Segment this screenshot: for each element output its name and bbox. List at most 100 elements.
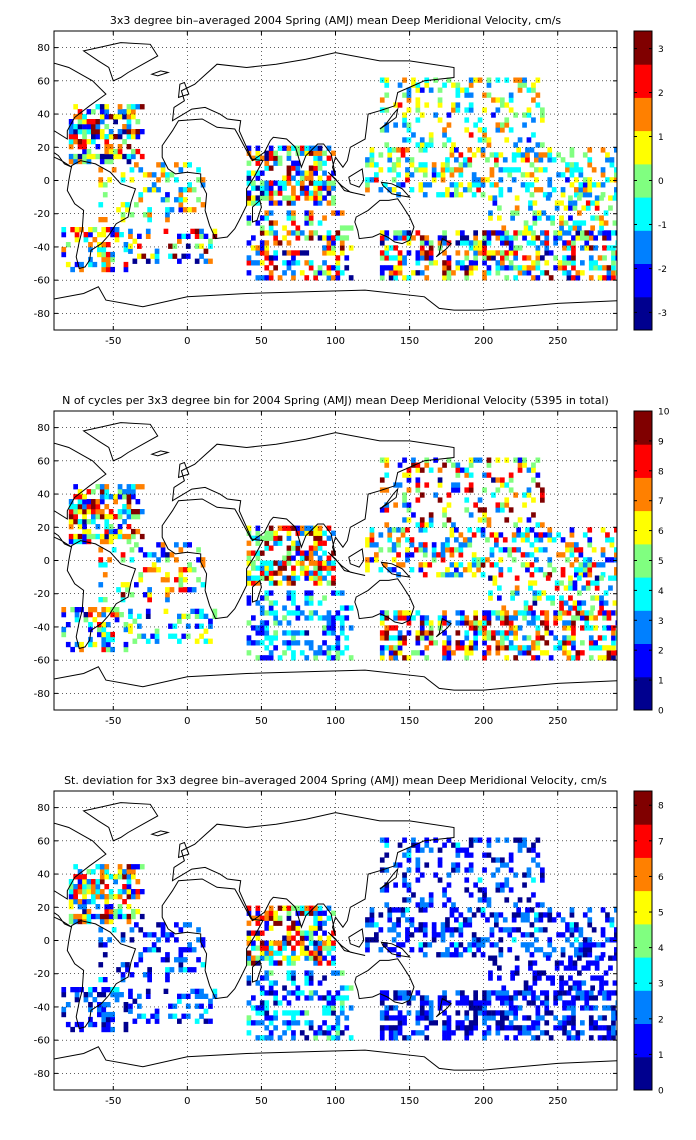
data-cell xyxy=(455,250,461,256)
data-cell xyxy=(99,533,105,540)
data-cell xyxy=(460,1000,465,1006)
data-cell xyxy=(486,77,492,83)
data-cell xyxy=(514,970,520,976)
data-cell xyxy=(86,908,92,915)
data-cell xyxy=(99,134,105,140)
data-cell xyxy=(605,157,610,163)
data-cell xyxy=(531,132,536,138)
data-cell xyxy=(120,212,126,218)
data-cell xyxy=(486,645,492,651)
data-cell xyxy=(117,528,123,535)
data-cell xyxy=(582,177,588,183)
data-cell xyxy=(295,165,301,171)
data-cell xyxy=(572,985,578,991)
data-cell xyxy=(138,577,144,583)
data-cell xyxy=(578,572,584,578)
data-cell xyxy=(508,240,514,246)
data-cell xyxy=(445,167,450,173)
colorbar-swatch xyxy=(634,543,652,578)
data-cell xyxy=(529,192,535,198)
data-cell xyxy=(199,608,204,614)
data-cell xyxy=(587,157,593,163)
coastline xyxy=(161,118,264,240)
data-cell xyxy=(326,570,332,576)
data-cell xyxy=(419,467,425,473)
data-cell xyxy=(581,220,587,226)
data-cell xyxy=(378,167,384,173)
data-cell xyxy=(460,235,465,241)
data-cell xyxy=(251,170,256,176)
data-cell xyxy=(538,917,544,923)
data-cell xyxy=(313,150,318,156)
data-cell xyxy=(415,97,421,103)
data-cell xyxy=(486,902,492,908)
data-cell xyxy=(396,907,401,913)
data-cell xyxy=(402,497,407,503)
data-cell xyxy=(514,585,520,591)
data-cell xyxy=(445,547,450,553)
data-cell xyxy=(86,109,92,115)
data-cell xyxy=(437,847,443,853)
data-cell xyxy=(105,622,111,628)
data-cell xyxy=(446,882,452,888)
data-cell xyxy=(259,605,265,611)
data-cell xyxy=(369,557,375,563)
data-cell xyxy=(246,170,252,176)
data-cell xyxy=(160,957,166,963)
data-cell xyxy=(322,650,327,656)
data-cell xyxy=(504,862,510,868)
data-cell xyxy=(104,134,110,140)
data-cell xyxy=(97,1011,102,1018)
data-cell xyxy=(291,955,296,961)
data-cell xyxy=(108,908,114,915)
data-cell xyxy=(477,507,483,513)
data-cell xyxy=(608,205,613,211)
data-cell xyxy=(393,270,398,276)
data-cell xyxy=(317,915,323,921)
data-cell xyxy=(402,260,407,266)
data-cell xyxy=(553,995,558,1001)
data-cell xyxy=(464,275,470,281)
data-cell xyxy=(251,560,256,566)
data-cell xyxy=(344,1015,350,1021)
data-cell xyxy=(122,899,127,905)
data-cell xyxy=(614,527,617,533)
data-cell xyxy=(317,190,323,196)
data-cell xyxy=(584,1005,590,1011)
data-cell xyxy=(88,1021,93,1028)
data-cell xyxy=(313,580,318,586)
data-cell xyxy=(449,547,455,553)
data-cell xyxy=(431,167,437,173)
data-cell xyxy=(139,913,145,920)
data-cell xyxy=(584,240,590,246)
data-cell xyxy=(277,540,283,546)
data-cell xyxy=(95,509,101,515)
data-cell xyxy=(181,993,187,999)
data-cell xyxy=(299,565,305,571)
data-cell xyxy=(104,104,110,110)
coastline xyxy=(171,52,455,176)
data-cell xyxy=(123,1026,129,1033)
data-cell xyxy=(442,887,447,893)
data-cell xyxy=(110,1011,115,1018)
data-cell xyxy=(97,251,102,258)
data-cell xyxy=(551,157,557,163)
data-cell xyxy=(560,572,566,578)
data-cell xyxy=(517,467,523,473)
data-cell xyxy=(68,124,74,130)
data-cell xyxy=(468,1000,474,1006)
data-cell xyxy=(165,597,170,603)
data-cell xyxy=(156,937,161,943)
data-cell xyxy=(203,613,209,619)
data-cell xyxy=(571,615,576,621)
data-cell xyxy=(277,190,283,196)
data-cell xyxy=(460,615,465,621)
colorbar-swatch xyxy=(634,64,652,98)
data-cell xyxy=(550,220,555,226)
data-cell xyxy=(508,477,514,483)
data-cell xyxy=(199,613,204,619)
data-cell xyxy=(273,230,278,236)
data-cell xyxy=(540,492,545,498)
data-cell xyxy=(422,952,428,958)
